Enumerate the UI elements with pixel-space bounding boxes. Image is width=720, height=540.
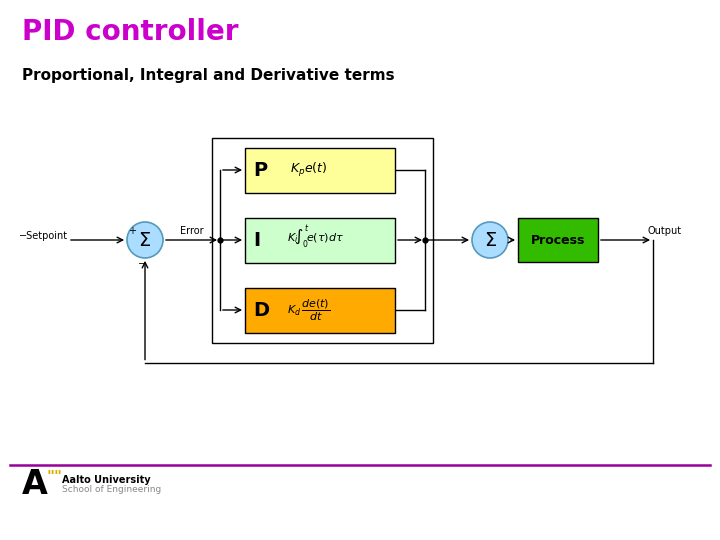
Text: I: I xyxy=(253,231,260,249)
Text: $K_p e(t)$: $K_p e(t)$ xyxy=(290,161,328,179)
Circle shape xyxy=(127,222,163,258)
Text: −Setpoint: −Setpoint xyxy=(19,231,68,241)
Text: $\Sigma$: $\Sigma$ xyxy=(484,231,497,249)
Text: Error: Error xyxy=(180,226,203,236)
Bar xyxy=(518,218,598,262)
Text: PID controller: PID controller xyxy=(22,18,238,46)
Text: A: A xyxy=(22,469,48,502)
Text: D: D xyxy=(253,300,269,320)
Text: Aalto University: Aalto University xyxy=(62,475,150,485)
Bar xyxy=(245,218,395,262)
Circle shape xyxy=(472,222,508,258)
Bar xyxy=(245,147,395,192)
Text: Process: Process xyxy=(531,233,585,246)
Bar xyxy=(212,138,433,342)
Text: Output: Output xyxy=(648,226,682,236)
Text: P: P xyxy=(253,160,267,179)
Text: +: + xyxy=(128,226,136,236)
Bar xyxy=(245,287,395,333)
Text: $\Sigma$: $\Sigma$ xyxy=(138,231,151,249)
Text: "": "" xyxy=(47,470,63,485)
Text: Proportional, Integral and Derivative terms: Proportional, Integral and Derivative te… xyxy=(22,68,395,83)
Text: School of Engineering: School of Engineering xyxy=(62,485,161,495)
Text: −: − xyxy=(138,259,146,269)
Text: $K_d\,\dfrac{de(t)}{dt}$: $K_d\,\dfrac{de(t)}{dt}$ xyxy=(287,297,330,323)
Text: $K_i\!\int_0^t\! e(\tau)d\tau$: $K_i\!\int_0^t\! e(\tau)d\tau$ xyxy=(287,224,344,251)
